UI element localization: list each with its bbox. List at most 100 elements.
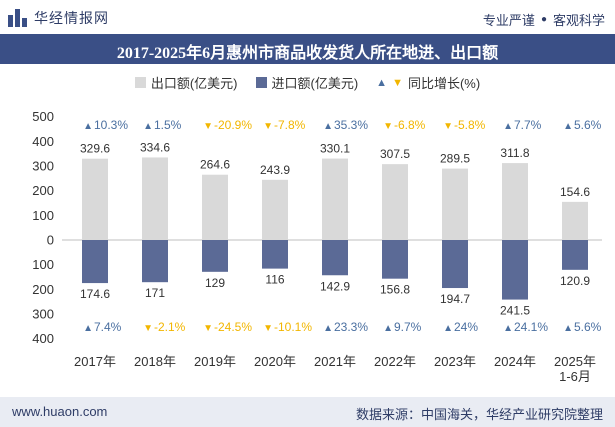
legend-growth: ▲ ▼ 同比增长(%): [376, 73, 480, 92]
export-bar: [502, 163, 528, 240]
triangle-up-icon: ▲: [83, 323, 93, 334]
import-bar: [562, 240, 588, 270]
triangle-down-icon: ▼: [203, 323, 213, 334]
brand: 华经情报网: [8, 8, 109, 28]
title-bar: 2017-2025年6月惠州市商品收发货人所在地进、出口额: [0, 34, 615, 64]
y-tick-label: 400: [32, 331, 54, 346]
export-bar: [562, 201, 588, 240]
y-tick-label: 300: [32, 158, 54, 173]
triangle-up-icon: ▲: [83, 121, 93, 132]
x-tick-label: 2018年: [134, 354, 176, 369]
triangle-up-icon: ▲: [503, 323, 513, 334]
export-growth-label: -20.9%: [214, 118, 252, 132]
chart-area: 500 400 300 200 100 0 100 200 300 400 329.6 174.6 ▲ 1…: [32, 109, 602, 384]
import-growth-label: -24.5%: [214, 320, 252, 334]
legend-export: 出口额(亿美元): [134, 73, 238, 92]
import-value-label: 129: [205, 276, 225, 290]
import-bar: [202, 240, 228, 272]
triangle-down-icon: ▼: [263, 121, 273, 132]
tagline-separator: ●: [540, 14, 547, 25]
export-bar: [382, 164, 408, 240]
y-tick-label: 0: [47, 233, 54, 248]
x-tick-label-line: 2025年: [554, 354, 596, 369]
triangle-up-icon: ▲: [376, 76, 388, 89]
import-growth-label: 7.4%: [94, 320, 122, 334]
export-value-label: 329.6: [80, 142, 110, 156]
import-growth-label: -2.1%: [154, 320, 186, 334]
export-growth-label: -5.8%: [454, 118, 486, 132]
import-bar: [82, 240, 108, 284]
y-tick-label: 500: [32, 109, 54, 124]
y-tick-label: 200: [32, 183, 54, 198]
import-value-label: 142.9: [320, 279, 350, 293]
export-value-label: 311.8: [500, 146, 529, 160]
triangle-down-icon: ▼: [143, 323, 153, 334]
y-tick-label: 100: [32, 208, 54, 223]
data-source: 数据来源：中国海关，华经产业研究院整理: [355, 407, 603, 422]
x-tick-label-line: 2024年: [494, 354, 536, 369]
y-tick-label: 100: [32, 257, 54, 272]
export-growth-label: -6.8%: [394, 118, 426, 132]
legend-import-swatch: [255, 77, 267, 88]
legend-growth-label: 同比增长(%): [407, 76, 481, 91]
import-growth-label: 5.6%: [574, 320, 602, 334]
import-growth-label: 23.3%: [334, 320, 368, 334]
import-growth-label: -10.1%: [274, 320, 312, 334]
import-value-label: 194.7: [440, 292, 470, 306]
legend-import: 进口额(亿美元): [255, 73, 358, 92]
import-bar: [442, 240, 468, 289]
triangle-up-icon: ▲: [323, 121, 333, 132]
export-value-label: 154.6: [560, 185, 590, 199]
import-value-label: 171: [145, 286, 165, 300]
website-link[interactable]: www.huaon.com: [12, 404, 108, 419]
triangle-down-icon: ▼: [203, 121, 213, 132]
x-tick-label-line: 2020年: [254, 354, 296, 369]
import-value-label: 174.6: [80, 287, 110, 301]
export-value-label: 243.9: [260, 163, 290, 177]
x-tick-label-line: 2021年: [314, 354, 356, 369]
tagline-left: 专业严谨: [482, 13, 535, 28]
import-value-label: 156.8: [380, 283, 410, 297]
export-growth-label: -7.8%: [274, 118, 306, 132]
export-value-label: 289.5: [440, 152, 470, 166]
triangle-down-icon: ▼: [383, 121, 393, 132]
x-tick-label: 2022年: [374, 354, 416, 369]
triangle-down-icon: ▼: [443, 121, 453, 132]
x-tick-label-line: 2023年: [434, 354, 476, 369]
x-tick-label-line: 2017年: [74, 354, 116, 369]
export-bar: [82, 158, 108, 240]
import-growth-label: 24%: [454, 320, 478, 334]
legend-export-swatch: [134, 77, 146, 88]
export-bar: [202, 174, 228, 240]
import-bar: [262, 240, 288, 269]
chart-legend: 出口额(亿美元) 进口额(亿美元) ▲ ▼ 同比增长(%): [0, 73, 615, 92]
import-value-label: 116: [265, 273, 284, 287]
x-tick-label: 2020年: [254, 354, 296, 369]
y-tick-label: 200: [32, 282, 54, 297]
triangle-up-icon: ▲: [443, 323, 453, 334]
tagline: 专业严谨 ● 客观科学: [483, 10, 605, 29]
x-tick-label: 2017年: [74, 354, 116, 369]
import-growth-label: 24.1%: [514, 320, 548, 334]
tagline-right: 客观科学: [552, 13, 605, 28]
export-growth-label: 7.7%: [514, 118, 542, 132]
top-bar: 华经情报网 专业严谨 ● 客观科学: [0, 0, 615, 34]
y-tick-label: 300: [32, 307, 54, 322]
x-tick-label-line: 2022年: [374, 354, 416, 369]
export-growth-label: 5.6%: [574, 118, 602, 132]
import-growth-label: 9.7%: [394, 320, 422, 334]
export-growth-label: 35.3%: [334, 118, 368, 132]
y-tick-label: 400: [32, 134, 54, 149]
export-bar: [442, 168, 468, 240]
export-bar: [322, 158, 348, 240]
x-tick-label: 2024年: [494, 354, 536, 369]
legend-export-label: 出口额(亿美元): [150, 76, 238, 91]
import-bar: [382, 240, 408, 279]
import-bar: [322, 240, 348, 276]
import-bar: [142, 240, 168, 283]
brand-name: 华经情报网: [34, 10, 109, 26]
export-value-label: 307.5: [380, 147, 410, 161]
export-value-label: 330.1: [320, 142, 350, 156]
bar-chart-logo-icon: [8, 9, 28, 27]
x-tick-label: 2019年: [194, 354, 236, 369]
